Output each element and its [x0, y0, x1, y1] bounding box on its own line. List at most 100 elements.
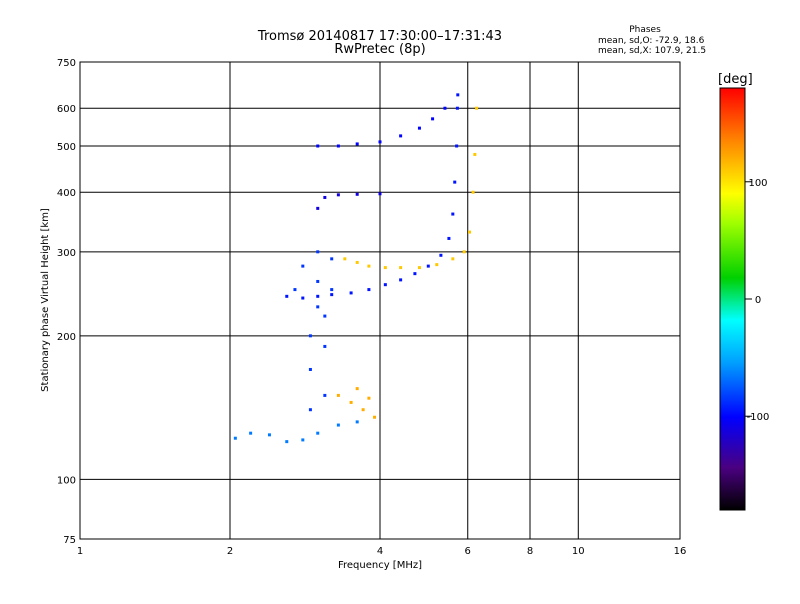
y-tick-label: 100 — [57, 475, 76, 486]
data-point — [336, 144, 340, 148]
data-point — [378, 192, 382, 196]
data-point — [426, 264, 430, 268]
phases-x-stats: mean, sd,X: 107.9, 21.5 — [598, 46, 706, 56]
data-points — [233, 93, 479, 444]
data-point — [349, 291, 353, 295]
y-tick-label: 400 — [57, 188, 76, 199]
data-point — [323, 195, 327, 199]
data-point — [233, 436, 237, 440]
data-point — [378, 140, 382, 144]
data-point — [316, 294, 320, 298]
data-point — [285, 294, 289, 298]
data-point — [455, 144, 459, 148]
data-point — [451, 212, 455, 216]
data-point — [417, 266, 421, 270]
data-point — [323, 314, 327, 318]
data-point — [316, 305, 320, 309]
x-tick-label: 2 — [227, 546, 233, 557]
data-point — [451, 257, 455, 261]
data-point — [336, 423, 340, 427]
data-point — [435, 263, 439, 267]
data-point — [349, 400, 353, 404]
data-point — [336, 393, 340, 397]
data-point — [355, 192, 359, 196]
colorbar-label: [deg] — [718, 72, 753, 87]
data-point — [267, 433, 271, 437]
x-tick-label: 4 — [377, 546, 383, 557]
data-point — [316, 279, 320, 283]
phases-o-stats: mean, sd,O: -72.9, 18.6 — [598, 36, 705, 46]
data-point — [468, 230, 472, 234]
data-point — [367, 288, 371, 292]
x-tick-label: 10 — [572, 546, 585, 557]
data-point — [355, 260, 359, 264]
data-point — [383, 266, 387, 270]
data-point — [471, 190, 475, 194]
x-tick-label: 16 — [674, 546, 687, 557]
chart-subtitle: RwPretec (8p) — [334, 42, 425, 57]
x-tick-label: 1 — [77, 546, 83, 557]
y-tick-label: 300 — [57, 248, 76, 259]
data-point — [336, 193, 340, 197]
data-point — [323, 344, 327, 348]
data-point — [417, 126, 421, 130]
data-point — [383, 283, 387, 287]
data-point — [330, 293, 334, 297]
data-point — [330, 257, 334, 261]
data-point — [456, 93, 460, 97]
data-point — [447, 236, 451, 240]
colorbar-tick-label: 100 — [748, 178, 767, 189]
data-point — [399, 134, 403, 138]
data-point — [308, 334, 312, 338]
data-point — [373, 415, 377, 419]
data-point — [439, 253, 443, 257]
grid-lines — [80, 62, 680, 539]
data-point — [453, 180, 457, 184]
data-point — [301, 438, 305, 442]
data-point — [293, 288, 297, 292]
x-tick-label: 6 — [465, 546, 471, 557]
data-point — [443, 106, 447, 110]
colorbar — [719, 87, 746, 511]
y-tick-label: 200 — [57, 332, 76, 343]
data-point — [399, 266, 403, 270]
data-point — [355, 420, 359, 424]
y-tick-label: 600 — [57, 104, 76, 115]
data-point — [355, 142, 359, 146]
data-point — [473, 152, 477, 156]
data-point — [399, 278, 403, 282]
data-point — [249, 431, 253, 435]
data-point — [355, 387, 359, 391]
data-point — [462, 250, 466, 254]
data-point — [413, 272, 417, 276]
y-tick-label: 75 — [63, 535, 76, 546]
data-point — [330, 288, 334, 292]
data-point — [367, 264, 371, 268]
data-point — [367, 396, 371, 400]
data-point — [316, 250, 320, 254]
data-point — [301, 264, 305, 268]
data-point — [316, 206, 320, 210]
data-point — [301, 296, 305, 300]
y-tick-label: 750 — [57, 58, 76, 69]
y-tick-label: 500 — [57, 142, 76, 153]
colorbar-tick-label: -100 — [747, 412, 770, 423]
data-point — [285, 440, 289, 444]
chart-title: Tromsø 20140817 17:30:00–17:31:43 — [257, 29, 502, 44]
data-point — [343, 257, 347, 261]
data-point — [475, 106, 479, 110]
y-axis-label: Stationary phase Virtual Height [km] — [40, 208, 51, 392]
x-axis-label: Frequency [MHz] — [338, 560, 422, 571]
data-point — [455, 106, 459, 110]
colorbar-tick-label: 0 — [755, 295, 761, 306]
data-point — [431, 117, 435, 121]
x-tick-label: 8 — [527, 546, 533, 557]
y-axis-ticks: 75 100 200 300 400 500 600 750 — [57, 58, 76, 546]
data-point — [316, 431, 320, 435]
x-axis-ticks: 1 2 4 6 8 10 16 — [77, 546, 687, 557]
data-point — [308, 367, 312, 371]
data-point — [308, 408, 312, 412]
data-point — [316, 144, 320, 148]
